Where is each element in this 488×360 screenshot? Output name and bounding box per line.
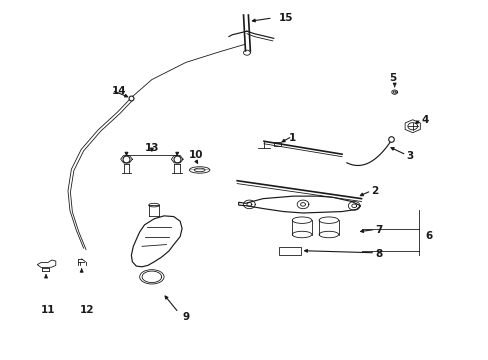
Text: 2: 2 <box>370 186 378 197</box>
Ellipse shape <box>292 231 311 238</box>
Polygon shape <box>37 260 56 267</box>
Text: 1: 1 <box>288 133 295 143</box>
Text: 11: 11 <box>41 305 56 315</box>
Text: 4: 4 <box>420 115 427 125</box>
Ellipse shape <box>194 168 204 172</box>
Text: 5: 5 <box>389 73 396 83</box>
Polygon shape <box>131 216 182 267</box>
Text: 6: 6 <box>424 231 431 240</box>
Ellipse shape <box>140 270 163 284</box>
Bar <box>278 247 300 255</box>
Text: 12: 12 <box>80 305 95 315</box>
Text: 8: 8 <box>374 248 382 258</box>
Text: 9: 9 <box>182 312 189 322</box>
Bar <box>273 142 281 145</box>
Text: 13: 13 <box>144 143 159 153</box>
Ellipse shape <box>189 167 209 173</box>
Text: 10: 10 <box>188 150 203 160</box>
Text: 3: 3 <box>406 150 413 161</box>
Ellipse shape <box>319 231 338 238</box>
Text: 7: 7 <box>374 225 382 235</box>
Text: 15: 15 <box>278 13 292 23</box>
Text: 14: 14 <box>112 86 126 96</box>
Polygon shape <box>404 120 420 133</box>
Ellipse shape <box>148 203 159 207</box>
Ellipse shape <box>319 217 338 224</box>
Ellipse shape <box>292 217 311 224</box>
Polygon shape <box>238 196 360 213</box>
